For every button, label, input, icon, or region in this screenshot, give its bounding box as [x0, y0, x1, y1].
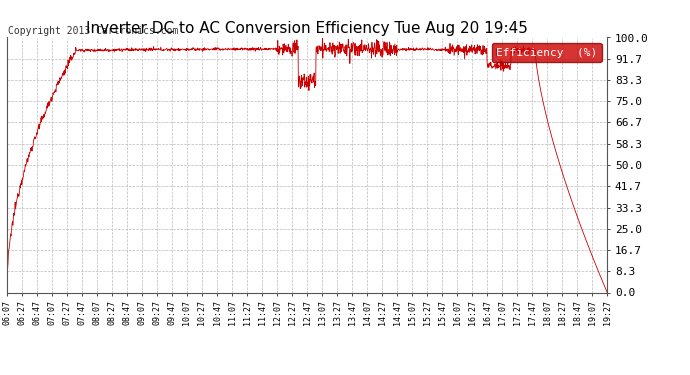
Text: Copyright 2013 Cartronics.com: Copyright 2013 Cartronics.com — [8, 26, 178, 36]
Title: Inverter DC to AC Conversion Efficiency Tue Aug 20 19:45: Inverter DC to AC Conversion Efficiency … — [86, 21, 528, 36]
Legend: Efficiency  (%): Efficiency (%) — [491, 43, 602, 62]
